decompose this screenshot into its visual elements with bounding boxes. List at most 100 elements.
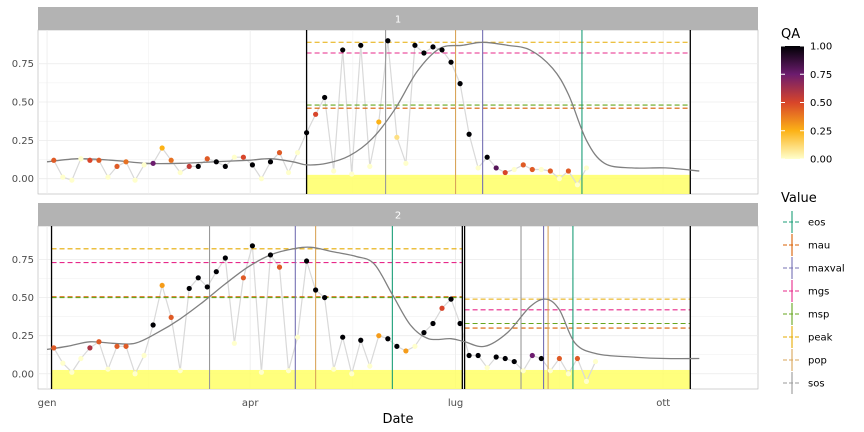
data-point <box>385 38 391 44</box>
data-point <box>213 159 219 165</box>
data-point <box>177 368 183 374</box>
data-point <box>385 336 391 342</box>
data-point <box>412 42 418 48</box>
x-tick-label: apr <box>242 398 259 409</box>
y-tick-label: 0.75 <box>12 59 34 70</box>
data-point <box>186 163 192 170</box>
legend-item-label: maxval <box>808 264 845 275</box>
data-point <box>331 366 337 372</box>
y-tick-label: 0.75 <box>12 255 34 266</box>
data-point <box>60 360 66 366</box>
data-point <box>529 166 535 173</box>
data-point <box>123 159 129 165</box>
season-fill <box>306 174 691 194</box>
data-point <box>78 355 84 362</box>
data-point <box>303 258 310 264</box>
data-point <box>340 47 346 53</box>
data-point <box>322 94 328 101</box>
data-point <box>511 166 517 173</box>
data-point <box>565 371 572 377</box>
data-point <box>484 365 490 371</box>
data-point <box>565 168 572 174</box>
data-point <box>159 282 165 289</box>
data-point <box>538 166 544 173</box>
data-point <box>475 165 481 171</box>
data-point <box>240 275 246 281</box>
data-point <box>313 111 319 117</box>
data-point <box>412 343 418 349</box>
data-point <box>421 330 427 336</box>
data-point <box>448 296 454 302</box>
data-point <box>502 169 508 176</box>
data-point <box>204 156 210 162</box>
data-point <box>186 285 192 292</box>
data-point <box>439 47 445 53</box>
data-point <box>141 162 147 168</box>
data-point <box>430 44 436 50</box>
y-tick-label: 0.00 <box>12 174 34 185</box>
data-point <box>222 163 228 170</box>
data-point <box>394 134 400 140</box>
data-point <box>213 269 219 275</box>
data-point <box>520 368 526 374</box>
data-point <box>258 369 265 375</box>
panel-background <box>37 29 759 195</box>
legend-item-label: mgs <box>808 287 829 298</box>
data-point <box>249 243 256 249</box>
legend-item-label: pop <box>808 356 827 367</box>
data-point <box>484 154 490 160</box>
data-point <box>69 177 75 183</box>
data-point <box>547 368 553 374</box>
data-point <box>294 150 301 156</box>
data-point <box>574 182 581 188</box>
data-point <box>502 355 508 362</box>
data-point <box>132 371 138 377</box>
data-point <box>150 322 156 328</box>
y-tick-label: 0.50 <box>12 98 34 109</box>
qa-tick-label: 0.50 <box>810 98 832 109</box>
data-point <box>231 340 237 346</box>
data-point <box>457 320 463 327</box>
data-point <box>159 145 165 151</box>
data-point <box>403 160 409 166</box>
data-point <box>150 160 156 166</box>
data-point <box>267 159 274 165</box>
panel-strip-label: 2 <box>395 211 401 222</box>
data-point <box>195 163 201 170</box>
data-point <box>285 169 292 176</box>
data-point <box>592 358 599 365</box>
data-point <box>69 369 75 375</box>
qa-legend-title: QA <box>781 27 800 42</box>
data-point <box>574 355 581 362</box>
legend-item-label: peak <box>808 333 833 344</box>
data-point <box>430 320 436 327</box>
data-point <box>493 354 499 360</box>
data-point <box>78 156 84 162</box>
data-point <box>240 154 246 160</box>
data-point <box>285 368 292 374</box>
data-point <box>276 150 283 156</box>
data-point <box>349 171 355 177</box>
data-point <box>96 339 102 345</box>
y-tick-label: 0.25 <box>12 136 34 147</box>
data-point <box>538 355 544 362</box>
data-point <box>358 337 364 343</box>
data-point <box>249 162 256 168</box>
data-point <box>556 176 562 182</box>
data-point <box>466 352 472 359</box>
legend-item-label: msp <box>808 310 829 321</box>
panel-strip-label: 1 <box>395 15 401 26</box>
x-axis: gen apr lug ott <box>38 398 671 409</box>
panel-background <box>37 225 759 390</box>
data-point <box>123 343 129 349</box>
data-point <box>511 358 517 365</box>
smoothed-series-line <box>46 246 700 360</box>
data-point <box>276 264 283 270</box>
x-tick-label: gen <box>38 398 57 409</box>
qa-tick-label: 0.75 <box>810 70 832 81</box>
y-tick-label: 0.00 <box>12 369 34 380</box>
data-point <box>96 157 102 163</box>
qa-tick-label: 0.00 <box>810 155 832 166</box>
smoothed-series-line <box>46 41 700 172</box>
data-point <box>367 363 373 369</box>
